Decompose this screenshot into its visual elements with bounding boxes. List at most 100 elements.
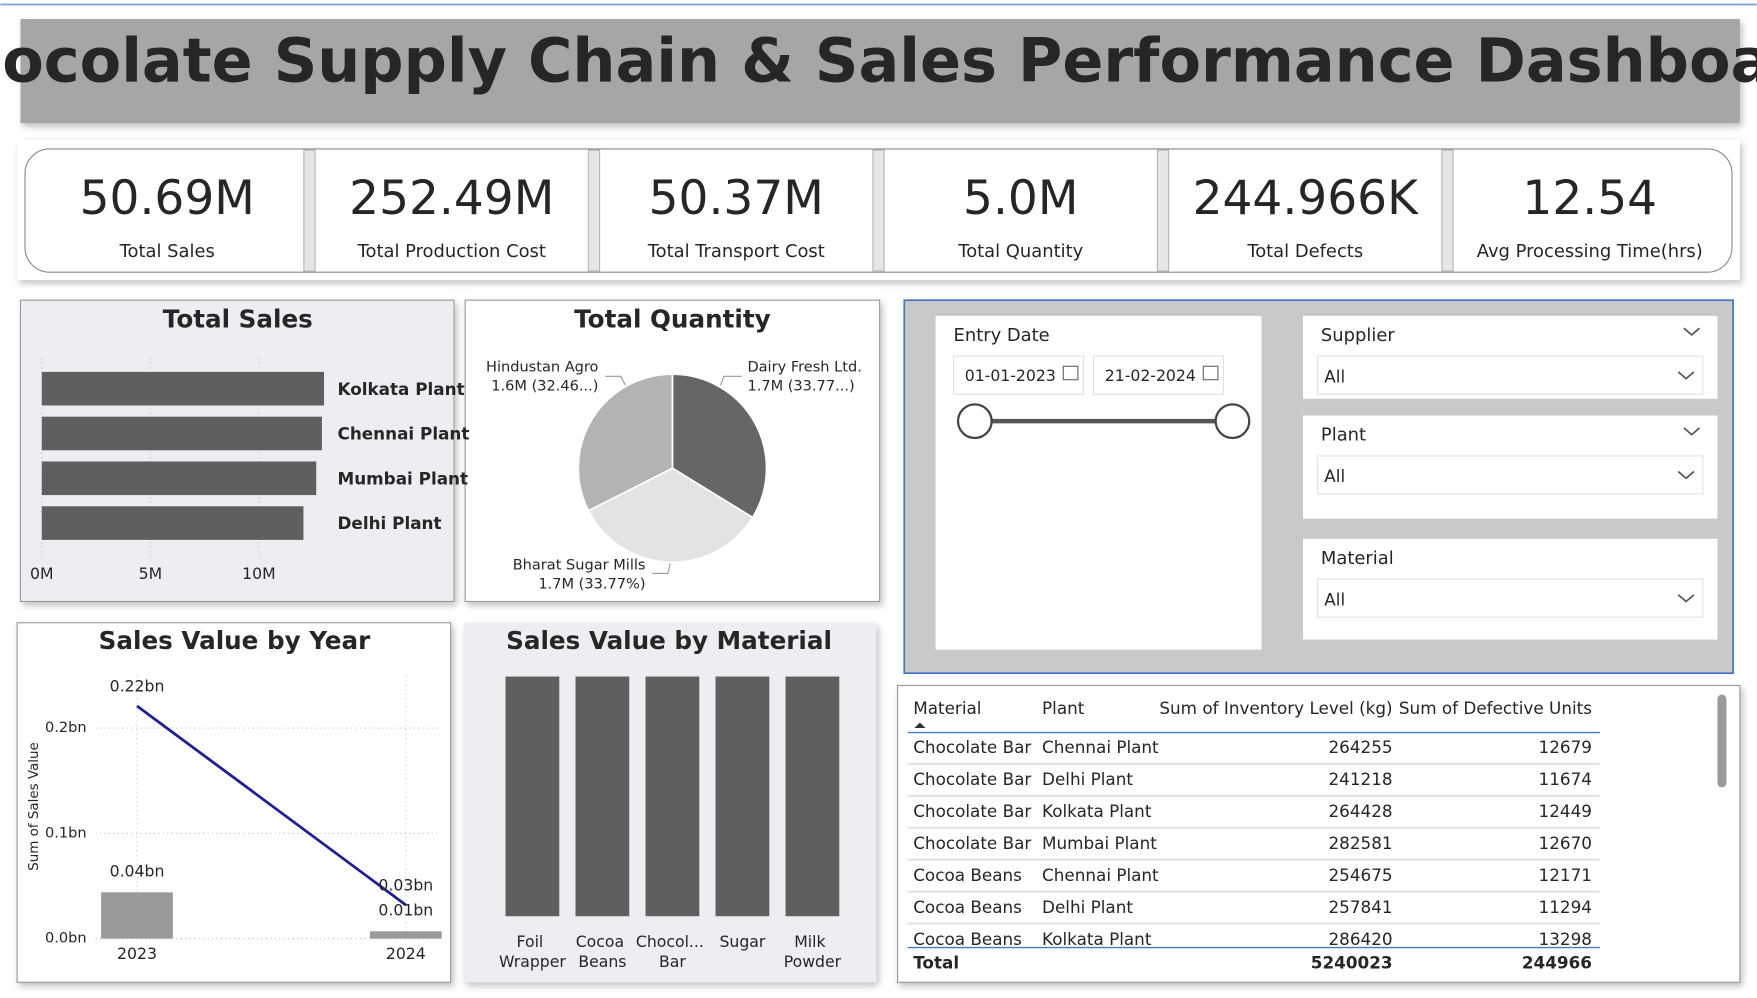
date-input[interactable] [1092, 355, 1225, 395]
table-cell: 254675 [1328, 865, 1392, 885]
pie-slice [577, 373, 674, 512]
bar [785, 676, 840, 917]
dropdown[interactable] [1317, 455, 1704, 495]
dropdown[interactable] [1317, 355, 1704, 395]
table-cell: 12171 [1539, 865, 1592, 885]
dropdown[interactable] [1317, 578, 1704, 618]
bar [41, 461, 317, 496]
column-header: Plant [1042, 698, 1085, 718]
table: Material Plant Sum of Inventory Level (kg)… [902, 698, 1603, 977]
line [136, 704, 407, 907]
dashboard-title: Chocolate Supply Chain & Sales Performan… [0, 27, 1757, 97]
collapse-chevron[interactable] [1683, 427, 1701, 436]
x-tick-label: 2024 [386, 944, 426, 963]
slicer-label: Material [1321, 548, 1394, 569]
table-cell: 12679 [1539, 737, 1592, 757]
chart-title: Total Sales [163, 304, 313, 333]
kpi-value: 252.49M [349, 171, 554, 226]
kpi-divider [587, 149, 601, 272]
pie-label: Bharat Sugar Mills [513, 557, 646, 574]
x-tick-label: Chocol... Bar [636, 931, 709, 970]
slicer-label: Supplier [1321, 325, 1395, 346]
table-cell: 282581 [1328, 833, 1392, 853]
calendar-icon [1062, 365, 1079, 381]
kpi-label: Total Transport Cost [647, 241, 825, 262]
kpi-value: 50.37M [649, 171, 824, 226]
dropdown-chevron [1677, 594, 1695, 603]
total-bg [902, 947, 1603, 977]
collapse-chevron[interactable] [1683, 327, 1701, 337]
date-end: 21-02-2024 [1105, 366, 1196, 385]
dropdown-chevron [1677, 371, 1695, 380]
panel [16, 622, 452, 983]
kpi-label: Avg Processing Time(hrs) [1477, 241, 1703, 262]
kpi-divider [303, 149, 316, 272]
pie-slice [671, 373, 768, 519]
pie-value-label: 1.7M (33.77...) [747, 377, 854, 394]
charts: Total Sales 0M 5M 10M Kolkata Plant Chennai P… [27, 304, 862, 970]
data-label: 0.01bn [378, 901, 433, 920]
table-body: Chocolate Bar Chennai Plant 264255 12679 Cho… [907, 737, 1600, 949]
calendar-icon [1202, 365, 1219, 381]
table-cell: Delhi Plant [1042, 897, 1133, 917]
table-cell: Cocoa Beans [913, 929, 1022, 949]
table-cell: Cocoa Beans [913, 865, 1022, 885]
leader-line [652, 563, 671, 575]
total-cell: 5240023 [1311, 952, 1393, 972]
dropdown-value: All [1324, 466, 1345, 486]
slicer-label: Entry Date [954, 325, 1050, 346]
slicer-label: Plant [1321, 425, 1366, 446]
table-cell: Cocoa Beans [913, 897, 1022, 917]
bar [715, 676, 770, 917]
kpi-group: 50.69M Total Sales 252.49M Total Production… [80, 149, 1703, 272]
date-input[interactable] [952, 355, 1085, 395]
column-header: Sum of Defective Units [1399, 698, 1592, 718]
table-cell: Chocolate Bar [913, 833, 1031, 853]
dropdown-value: All [1324, 589, 1345, 609]
y-axis-title: Sum of Sales Value [27, 742, 42, 871]
table-cell: 241218 [1328, 769, 1392, 789]
bar [369, 931, 442, 939]
x-tick-label: 10M [242, 564, 275, 583]
table-panel [896, 684, 1741, 983]
table-cell: 264255 [1328, 737, 1392, 757]
leader-line [720, 375, 742, 386]
total-cell: Total [913, 952, 959, 972]
kpi-label: Total Production Cost [357, 241, 546, 262]
dropdown-chevron [1677, 470, 1695, 480]
data-label: 0.04bn [110, 862, 165, 881]
table-cell: Kolkata Plant [1042, 929, 1152, 949]
chart-title: Sales Value by Material [506, 626, 832, 655]
scrollbar[interactable] [1717, 694, 1727, 788]
x-tick-label: 0M [30, 564, 54, 583]
kpi-value: 5.0M [963, 171, 1078, 226]
panel [19, 299, 455, 603]
sort-indicator [914, 722, 926, 729]
pie-value-label: 1.7M (33.77%) [538, 576, 645, 593]
bar [41, 416, 322, 451]
kpi-value: 50.69M [80, 171, 255, 226]
table-cell: 11674 [1539, 769, 1592, 789]
pie-label: Hindustan Agro [486, 358, 599, 375]
table-cell: Chocolate Bar [913, 801, 1031, 821]
table-cell: 257841 [1328, 897, 1392, 917]
table-cell: Delhi Plant [1042, 769, 1133, 789]
table-cell: Chocolate Bar [913, 737, 1031, 757]
dropdown-value: All [1324, 366, 1345, 386]
slider-handle[interactable] [1214, 403, 1251, 440]
kpi-divider [1156, 149, 1170, 272]
slider-handle[interactable] [956, 403, 993, 440]
title-banner [20, 19, 1740, 124]
leader-line [605, 375, 626, 386]
total-cell: 244966 [1522, 952, 1592, 972]
kpi-label: Total Sales [119, 241, 215, 262]
bar [645, 676, 700, 917]
bar [505, 676, 560, 917]
table-cell: 11294 [1539, 897, 1592, 917]
x-tick-label: Cocoa Beans [576, 931, 629, 970]
chart-title: Total Quantity [574, 304, 771, 333]
kpi-label: Total Quantity [957, 241, 1083, 262]
x-tick-label: 5M [139, 564, 163, 583]
table-cell: 13298 [1539, 929, 1592, 949]
